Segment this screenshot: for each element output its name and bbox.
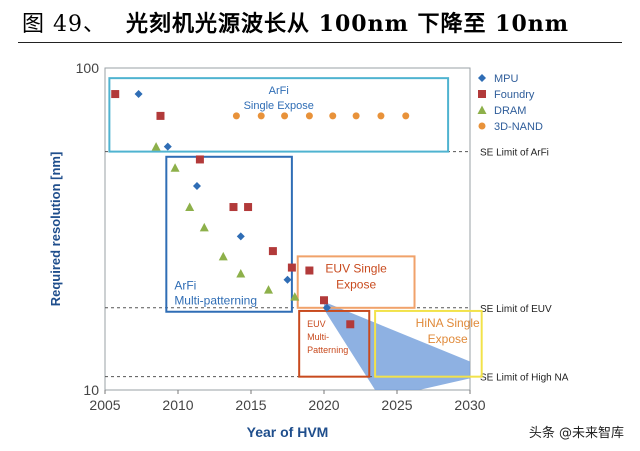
y-tick-label: 100: [76, 60, 100, 76]
data-point-mpu: [322, 303, 331, 312]
region-label: ArFi: [174, 279, 196, 293]
data-point-dram: [185, 202, 195, 212]
data-point-3d-nand: [257, 112, 265, 120]
data-point-foundry: [287, 263, 296, 272]
y-tick-label: 10: [83, 382, 99, 398]
region-label: Single Expose: [244, 100, 314, 112]
reference-line-label: SE Limit of High NA: [480, 373, 569, 384]
data-point-foundry: [229, 203, 238, 212]
legend-label: DRAM: [494, 105, 526, 117]
legend-label: MPU: [494, 73, 519, 85]
legend-marker-mpu: [478, 74, 486, 82]
figure-number: 图 49、: [22, 12, 106, 37]
data-point-3d-nand: [281, 112, 289, 120]
data-point-foundry: [320, 296, 328, 305]
legend-marker-3d-nand: [478, 122, 486, 130]
legend: MPU Foundry DRAM 3D-NAND: [477, 73, 543, 133]
region-box: [374, 309, 483, 378]
legend-marker-foundry: [478, 90, 486, 98]
legend-marker-dram: [477, 105, 487, 114]
data-point-foundry: [346, 320, 355, 329]
data-point-foundry: [195, 155, 204, 164]
data-point-dram: [264, 285, 274, 294]
legend-label: Foundry: [494, 89, 535, 101]
x-tick-label: 2020: [308, 397, 339, 413]
region-box: [298, 309, 371, 378]
region-label: Patterning: [307, 345, 348, 355]
x-axis-label: Year of HVM: [247, 424, 329, 440]
reference-line-label: SE Limit of ArFi: [480, 148, 549, 159]
legend-label: 3D-NAND: [494, 121, 543, 133]
data-point-3d-nand: [352, 112, 360, 120]
data-point-dram: [236, 269, 246, 278]
region-box: [108, 77, 450, 153]
x-tick-label: 2005: [89, 397, 120, 413]
x-tick-label: 2015: [235, 397, 266, 413]
data-point-dram: [151, 142, 161, 151]
data-point-3d-nand: [402, 112, 410, 120]
data-point-foundry: [305, 266, 314, 275]
reference-line-label: SE Limit of EUV: [480, 304, 552, 315]
region-label: ArFi: [269, 85, 289, 97]
x-tick-label: 2025: [381, 397, 412, 413]
data-point-mpu: [163, 142, 172, 151]
data-point-3d-nand: [377, 112, 385, 120]
region-box: [165, 155, 293, 313]
data-point-mpu: [236, 232, 245, 241]
region-label: HiNA Single: [416, 316, 480, 330]
data-point-foundry: [111, 90, 120, 99]
region-label: EUV Single: [325, 261, 387, 275]
data-point-dram: [199, 222, 209, 232]
region-label: Multi-patterning: [174, 294, 257, 308]
x-tick-label: 2010: [162, 397, 193, 413]
data-point-mpu: [283, 275, 292, 284]
region-label: Multi-: [307, 332, 329, 342]
data-point-foundry: [244, 203, 253, 212]
data-point-foundry: [156, 111, 165, 120]
figure-title: 图 49、 光刻机光源波长从 100nm 下降至 10nm: [22, 6, 569, 38]
region-label: Expose: [336, 277, 376, 291]
data-point-foundry: [268, 247, 277, 256]
data-point-dram: [170, 163, 180, 172]
region-label: EUV: [307, 319, 326, 329]
data-point-3d-nand: [305, 112, 313, 120]
title-rule: [18, 42, 622, 43]
data-point-mpu: [134, 90, 143, 99]
data-point-dram: [290, 292, 300, 301]
data-point-mpu: [192, 182, 201, 191]
watermark: 头条 @未来智库: [528, 426, 624, 441]
region-box: [296, 255, 416, 309]
data-point-3d-nand: [232, 112, 240, 120]
region-label: Expose: [428, 332, 468, 346]
data-point-3d-nand: [329, 112, 337, 120]
trend-band: [324, 301, 470, 390]
y-axis-label: Required resolution [nm]: [48, 152, 63, 307]
x-tick-label: 2030: [454, 397, 485, 413]
data-point-dram: [218, 251, 228, 261]
figure-caption: 光刻机光源波长从 100nm 下降至 10nm: [126, 11, 570, 37]
